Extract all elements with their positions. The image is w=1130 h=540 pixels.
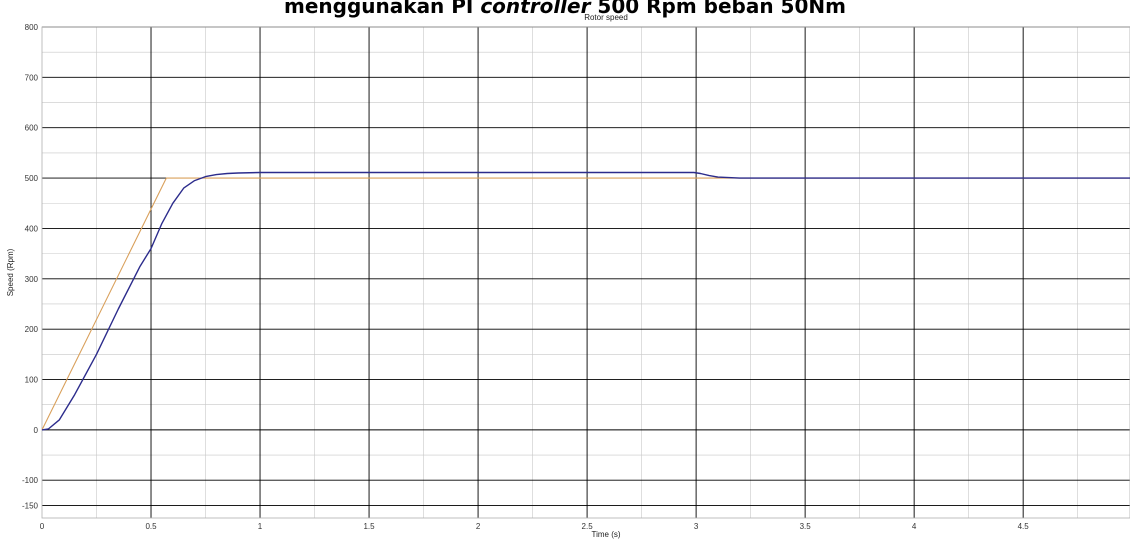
y-tick-label: 0: [34, 426, 39, 435]
y-tick-label: -150: [22, 501, 39, 510]
x-tick-label: 3: [694, 522, 699, 531]
plot-title: Rotor speed: [584, 13, 628, 22]
x-tick-labels: 0 0.5 1 1.5 2 2.5 3 3.5 4 4.5: [40, 522, 1029, 531]
plot-frame: [41, 26, 1130, 519]
x-tick-label: 1: [258, 522, 263, 531]
caption-italic-text: controller: [480, 0, 591, 18]
series-layer: [41, 171, 1130, 431]
y-tick-label: 400: [25, 224, 39, 233]
y-tick-labels: -150 -100 0 100 200 300 400 500 600 700 800: [22, 23, 39, 510]
x-tick-label: 1.5: [363, 522, 375, 531]
caption-text: menggunakan PI: [284, 0, 481, 18]
x-tick-label: 4.5: [1018, 522, 1030, 531]
x-tick-label: 0.5: [145, 522, 157, 531]
y-tick-label: 700: [25, 73, 39, 82]
y-tick-label: 500: [25, 174, 39, 183]
speed-series-line: [41, 171, 1130, 431]
x-tick-label: 3.5: [800, 522, 812, 531]
x-tick-label: 0: [40, 522, 45, 531]
x-tick-label: 2: [476, 522, 481, 531]
caption-text-end: 500 Rpm beban 50Nm: [590, 0, 846, 18]
minor-grid: [42, 27, 1130, 518]
x-axis-label: Time (s): [591, 530, 620, 539]
y-axis-label: Speed (Rpm): [6, 248, 15, 296]
figure-caption: menggunakan PI controller 500 Rpm beban …: [0, 0, 1130, 18]
y-tick-label: 100: [25, 376, 39, 385]
y-tick-label: -100: [22, 476, 39, 485]
y-tick-label: 200: [25, 325, 39, 334]
y-tick-label: 300: [25, 275, 39, 284]
x-tick-label: 2.5: [582, 522, 594, 531]
x-tick-label: 4: [912, 522, 917, 531]
y-tick-label: 600: [25, 124, 39, 133]
y-tick-label: 800: [25, 23, 39, 32]
major-grid: [42, 26, 1130, 518]
